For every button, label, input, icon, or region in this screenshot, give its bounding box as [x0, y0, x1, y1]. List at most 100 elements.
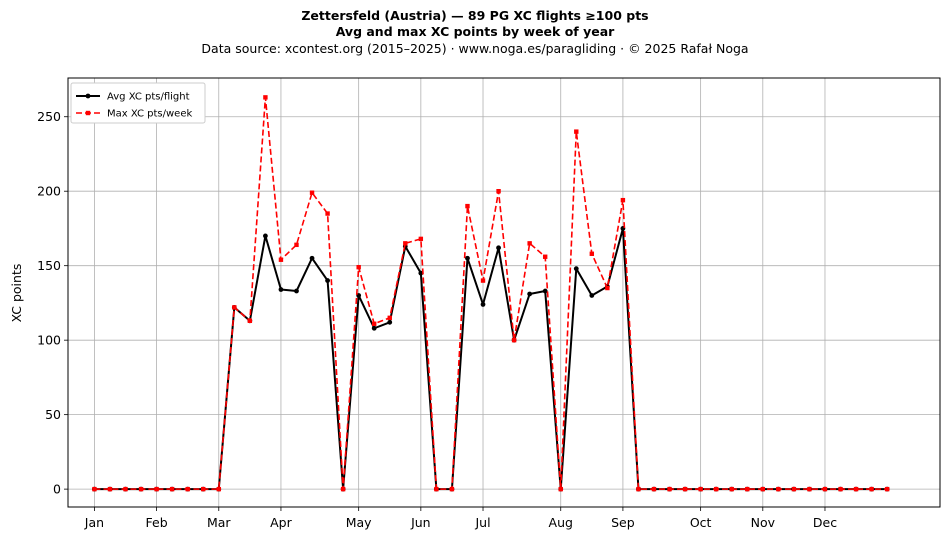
max-point — [325, 211, 330, 216]
max-point — [372, 321, 377, 326]
series-line-avg — [94, 227, 888, 491]
y-tick-label: 0 — [53, 482, 61, 497]
avg-point — [263, 233, 268, 239]
max-point — [884, 486, 890, 492]
avg-point — [278, 287, 284, 292]
max-point — [574, 129, 579, 134]
x-tick-label: Nov — [751, 515, 776, 530]
max-point — [201, 486, 206, 492]
max-point — [434, 486, 439, 492]
y-tick-label: 150 — [37, 258, 61, 273]
avg-point — [465, 255, 470, 261]
avg-point — [294, 288, 299, 294]
x-tick-label: May — [346, 515, 372, 530]
max-point — [822, 486, 828, 492]
max-point — [169, 486, 175, 492]
avg-point — [387, 319, 393, 325]
x-tick-label: Dec — [813, 515, 837, 530]
x-tick-label: Jan — [84, 515, 104, 530]
max-point — [698, 486, 703, 492]
max-point — [403, 241, 408, 246]
max-point — [605, 285, 610, 291]
max-point — [667, 486, 672, 492]
y-tick-label: 100 — [37, 333, 61, 348]
avg-point — [542, 288, 548, 294]
max-point — [853, 486, 859, 492]
avg-point — [480, 302, 486, 307]
max-point — [138, 486, 144, 492]
max-point — [542, 254, 548, 259]
max-point — [232, 305, 237, 310]
max-point — [185, 486, 190, 492]
x-tick-label: Sep — [611, 515, 635, 530]
max-point — [356, 264, 361, 270]
max-point — [651, 486, 657, 492]
max-point — [449, 486, 455, 492]
avg-point — [496, 245, 501, 251]
avg-point — [573, 266, 579, 272]
max-point — [760, 486, 766, 492]
legend-marker — [85, 93, 91, 99]
chart-source-line: Data source: xcontest.org (2015–2025) · … — [201, 41, 749, 56]
plot-frame — [67, 77, 941, 508]
legend-label: Avg XC pts/flight — [107, 92, 190, 103]
max-point — [107, 486, 113, 492]
max-point — [247, 318, 253, 324]
x-tick-label: Jun — [410, 515, 431, 530]
avg-point — [309, 255, 315, 261]
max-point — [465, 203, 470, 209]
chart-subtitle: Avg and max XC points by week of year — [335, 24, 615, 39]
max-point — [729, 486, 734, 492]
grid-layer — [68, 78, 940, 507]
avg-point — [325, 278, 330, 283]
max-point — [776, 486, 781, 492]
y-tick-label: 200 — [37, 184, 61, 199]
x-tick-label: Jul — [474, 515, 490, 530]
max-point — [713, 486, 719, 492]
x-tick-label: Aug — [549, 515, 573, 530]
max-point — [340, 486, 346, 492]
max-point — [496, 189, 501, 194]
max-point — [511, 337, 517, 343]
max-point — [791, 486, 797, 492]
max-point — [154, 486, 159, 492]
y-tick-label: 250 — [37, 109, 61, 124]
tick-layer: 0 50 100 150 200 250 Jan Feb Mar Apr May Jun Jul Aug S… — [37, 109, 837, 530]
avg-point — [371, 325, 377, 331]
max-point — [216, 486, 221, 492]
avg-point — [527, 291, 533, 297]
max-point — [620, 197, 626, 203]
series-layer — [92, 95, 890, 492]
series-line-max — [94, 96, 888, 490]
y-axis-label: XC points — [9, 264, 24, 323]
x-tick-label: Apr — [270, 515, 292, 530]
legend-box — [70, 82, 206, 124]
max-point — [294, 242, 299, 248]
max-point — [480, 278, 486, 283]
max-point — [263, 95, 268, 100]
legend: Avg XC pts/flight Max XC pts/week — [70, 82, 206, 124]
max-point — [838, 486, 843, 492]
max-point — [278, 257, 284, 262]
x-tick-label: Mar — [207, 515, 231, 530]
chart-title: Zettersfeld (Austria) — 89 PG XC flights… — [301, 8, 649, 23]
legend-label: Max XC pts/week — [107, 109, 192, 120]
x-tick-label: Feb — [146, 515, 168, 530]
max-point — [589, 251, 595, 256]
avg-point — [418, 270, 424, 276]
max-point — [387, 315, 392, 321]
max-point — [807, 486, 812, 492]
max-point — [682, 486, 688, 492]
max-point — [745, 486, 750, 492]
max-point — [309, 190, 315, 195]
max-point — [123, 486, 128, 492]
max-point — [636, 486, 641, 492]
max-point — [92, 486, 97, 492]
max-point — [558, 486, 563, 492]
avg-point — [589, 293, 595, 298]
y-tick-label: 50 — [45, 407, 61, 422]
max-point — [418, 236, 424, 242]
chart-title-block: Zettersfeld (Austria) — 89 PG XC flights… — [0, 8, 950, 57]
x-tick-label: Oct — [690, 515, 712, 530]
